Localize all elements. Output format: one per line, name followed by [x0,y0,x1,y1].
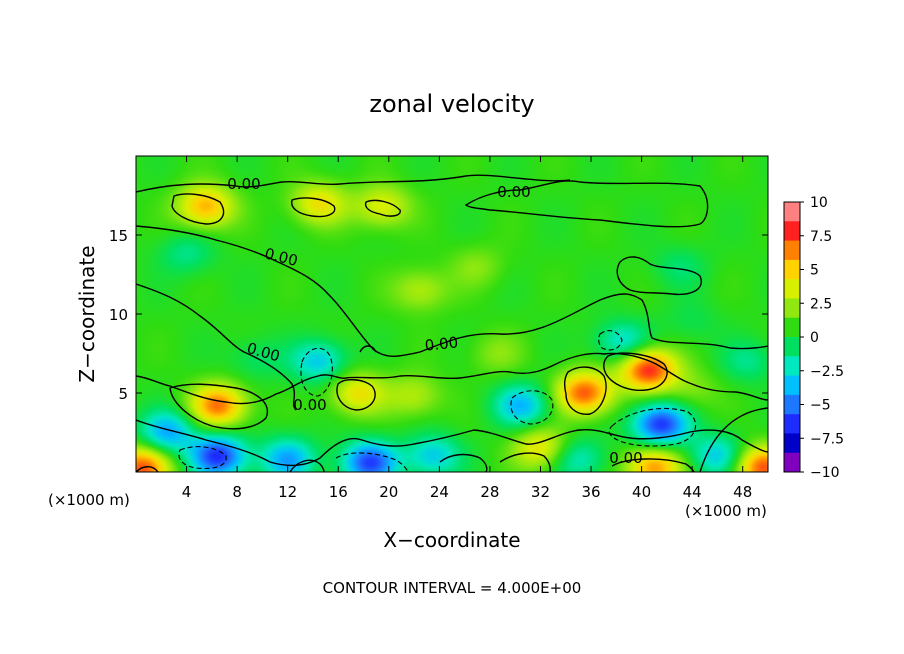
y-axis-label: Z−coordinate [75,245,99,382]
colorbar-swatch [784,279,800,299]
y-tick-label: 5 [118,385,128,403]
x-tick-label: 44 [683,483,702,501]
colorbar-swatch [784,240,800,261]
chart-title: zonal velocity [369,90,534,118]
x-tick-label: 16 [329,483,348,501]
colorbar-swatch [784,414,800,434]
colorbar-swatch [784,394,800,415]
x-unit-left: (×1000 m) [48,491,130,509]
colorbar-tick-label: 2.5 [810,296,832,312]
contour-label: 0.00 [497,183,530,201]
colorbar [783,201,801,473]
colorbar-tick-label: −7.5 [810,431,844,447]
colorbar-swatch [784,221,800,242]
x-tick-label: 24 [430,483,449,501]
colorbar-swatch [784,356,800,377]
contour-label: 0.00 [227,175,260,193]
colorbar-tick-label: −10 [810,465,840,481]
contour-label: 0.00 [293,396,326,414]
colorbar-swatch [784,452,800,473]
colorbar-tick-label: 5 [810,263,819,279]
y-axis-ticks: 5 10 15 [109,227,768,403]
colorbar-swatch [784,433,800,454]
colorbar-tick-labels: 10 7.5 5 2.5 0 −2.5 −5 −7.5 −10 [800,195,844,481]
x-tick-label: 28 [480,483,499,501]
zero-contour-lines [136,174,768,472]
colorbar-swatch [784,202,800,222]
colorbar-tick-label: −2.5 [810,364,844,380]
x-tick-label: 40 [632,483,651,501]
x-unit-right: (×1000 m) [685,502,767,520]
x-tick-label: 32 [531,483,550,501]
x-tick-label: 8 [232,483,242,501]
x-axis-label: X−coordinate [383,528,520,552]
x-tick-label: 48 [733,483,752,501]
negative-contour-lines [178,330,697,472]
colorbar-tick-label: 7.5 [810,229,832,245]
contour-interval-text: CONTOUR INTERVAL = 4.000E+00 [323,579,582,597]
x-tick-label: 12 [278,483,297,501]
colorbar-swatch [784,259,800,280]
velocity-heatmap [136,156,768,472]
y-tick-label: 15 [109,227,128,245]
colorbar-swatch [784,375,800,396]
x-tick-label: 36 [581,483,600,501]
colorbar-tick-label: −5 [810,398,831,414]
contour-label: 0.00 [424,333,459,354]
colorbar-tick-label: 0 [810,330,819,346]
plot-area: 0.00 0.00 0.00 0.00 0.00 0.00 0.00 [136,156,768,472]
colorbar-tick-label: 10 [810,195,828,211]
y-tick-label: 10 [109,306,128,324]
colorbar-swatch [784,317,800,338]
x-axis-ticks: 4 8 12 16 20 24 28 32 36 40 44 48 [182,156,752,501]
contour-label: 0.00 [609,449,642,467]
x-tick-label: 20 [379,483,398,501]
colorbar-swatch [784,298,800,319]
x-tick-label: 4 [182,483,192,501]
colorbar-swatch [784,337,800,357]
